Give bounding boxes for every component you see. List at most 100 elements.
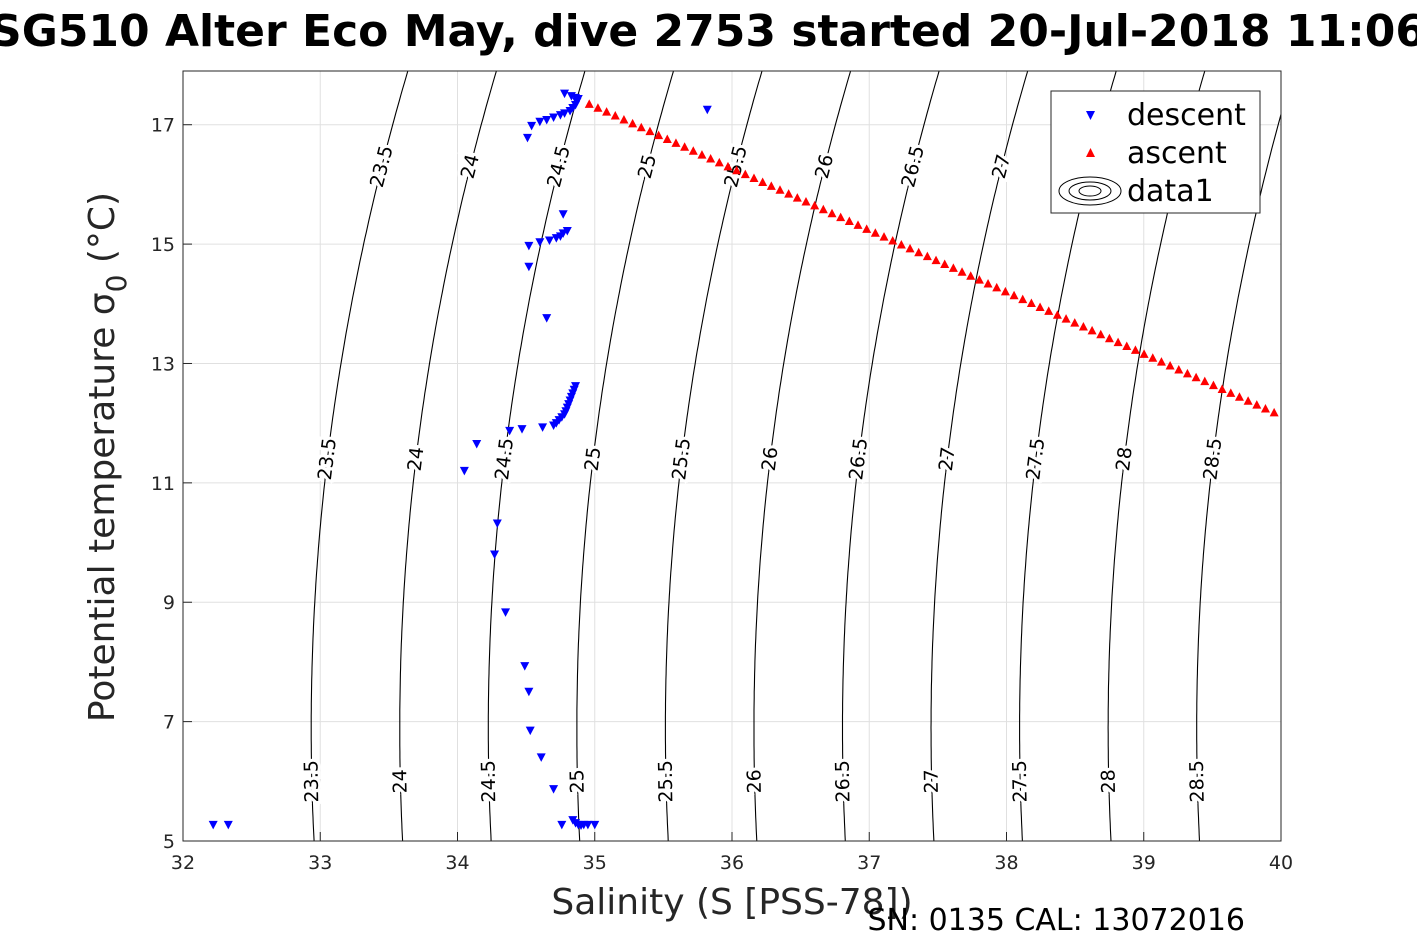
descent-point — [542, 115, 552, 125]
y-axis-label-main: Potential temperature σ — [82, 292, 123, 722]
y-tick-label: 7 — [163, 712, 175, 734]
y-axis-label-subscript: 0 — [100, 275, 133, 293]
ascent-point — [879, 232, 889, 241]
ascent-point — [766, 181, 776, 190]
density-contour — [487, 71, 586, 841]
descent-point — [535, 117, 545, 127]
ascent-point — [1044, 306, 1054, 315]
ascent-point — [896, 239, 906, 249]
ascent-point — [957, 267, 967, 276]
ascent-point — [888, 236, 898, 245]
contour-label: 24.5 — [477, 760, 500, 803]
ascent-point — [914, 247, 924, 257]
y-tick-label: 17 — [151, 115, 175, 137]
descent-point — [549, 785, 559, 794]
ascent-point — [1070, 318, 1080, 327]
density-contour — [310, 71, 409, 841]
y-axis-label: Potential temperature σ0 (°C) — [82, 192, 133, 722]
ascent-point — [1165, 361, 1175, 370]
y-axis-label-unit: (°C) — [82, 192, 123, 275]
ascent-point — [1018, 294, 1028, 304]
contour-label: 25 — [566, 769, 588, 794]
contour-label: 27 — [935, 446, 960, 473]
ascent-point — [1182, 368, 1192, 378]
x-tick-label: 34 — [445, 852, 469, 874]
descent-point — [501, 608, 511, 617]
ascent-point — [680, 142, 690, 151]
ascent-point — [1148, 353, 1158, 362]
y-tick-label: 11 — [151, 473, 175, 495]
descent-point — [524, 241, 534, 251]
ascent-point — [654, 130, 664, 140]
x-tick-label: 32 — [171, 852, 195, 874]
ascent-point — [645, 126, 655, 136]
descent-point — [536, 753, 546, 762]
descent-point — [472, 440, 482, 449]
ascent-point — [844, 216, 854, 226]
ascent-point — [1096, 329, 1106, 339]
legend-box — [1050, 90, 1261, 214]
descent-point — [520, 662, 530, 671]
ascent-point — [1269, 407, 1279, 417]
ascent-point — [1061, 314, 1071, 323]
ascent-point — [922, 251, 932, 261]
ascent-point — [827, 208, 837, 218]
ascent-point — [758, 177, 768, 186]
descent-point — [562, 226, 572, 236]
ascent-point — [584, 99, 594, 108]
contour-label: 28 — [1112, 446, 1137, 473]
ascent-point — [688, 146, 698, 155]
contour-label: 25 — [581, 446, 606, 473]
ascent-point — [714, 157, 724, 167]
density-contour — [399, 71, 497, 841]
contour-label: 26.5 — [832, 760, 855, 803]
descent-point — [542, 314, 552, 323]
ascent-point — [671, 138, 681, 147]
density-contours — [310, 71, 1281, 841]
descent-point — [560, 89, 570, 99]
descent-point — [517, 425, 527, 434]
descent-point — [557, 820, 567, 830]
ascent-point — [723, 161, 733, 171]
ascent-point — [1087, 325, 1097, 335]
ascent-point — [1000, 286, 1010, 296]
x-tick-label: 39 — [1132, 852, 1156, 874]
ascent-point — [818, 204, 828, 214]
ascent-point — [1113, 337, 1123, 347]
y-tick-label: 5 — [163, 831, 175, 853]
legend-ascent-label: ascent — [1127, 136, 1227, 171]
density-contour — [753, 71, 852, 841]
ascent-point — [836, 212, 846, 222]
x-tick-label: 35 — [583, 852, 607, 874]
ascent-point — [966, 271, 976, 280]
x-tick-label: 38 — [994, 852, 1018, 874]
ascent-point — [940, 259, 950, 268]
descent-point — [492, 519, 502, 528]
ascent-point — [870, 228, 880, 237]
footer-serial-calibration: SN: 0135 CAL: 13072016 — [867, 903, 1245, 938]
ascent-point — [1052, 310, 1062, 319]
ascent-point — [1156, 357, 1166, 366]
contour-label: 27.5 — [1009, 760, 1032, 803]
descent-point — [522, 133, 532, 143]
ascent-point — [1217, 384, 1227, 393]
descent-point — [590, 820, 600, 830]
descent-point — [525, 726, 535, 736]
density-contour — [576, 71, 675, 841]
ascent-point — [1174, 364, 1184, 374]
ascent-point — [1009, 290, 1019, 300]
ascent-point — [792, 193, 802, 202]
ascent-point — [1200, 376, 1210, 386]
legend-contour-icon — [1058, 176, 1122, 206]
descent-point — [566, 92, 576, 101]
descent-point — [490, 550, 500, 559]
ascent-point — [610, 111, 620, 120]
ascent-point — [983, 279, 993, 288]
descent-point — [535, 238, 545, 247]
ascent-point — [749, 173, 759, 183]
x-tick-label: 37 — [857, 852, 881, 874]
contour-label: 26 — [743, 769, 765, 794]
contour-label: 23.5 — [300, 760, 323, 803]
density-contour — [841, 71, 940, 841]
ascent-point — [1130, 345, 1140, 354]
